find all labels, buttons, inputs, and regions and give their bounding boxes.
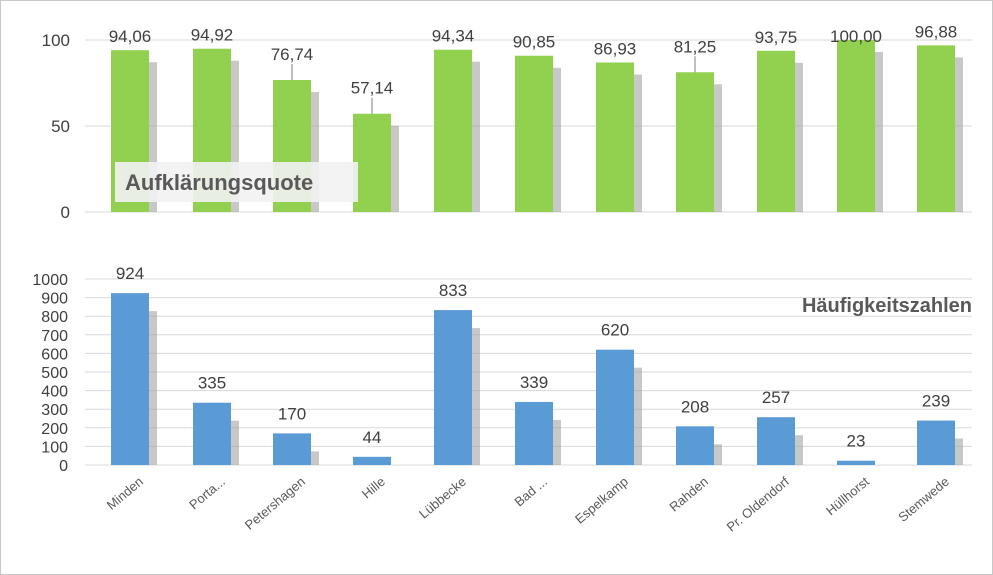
top-chart-title-background: [115, 162, 358, 202]
bottom-y-tick-label: 700: [41, 328, 68, 345]
bottom-y-tick-label: 900: [41, 291, 68, 308]
bottom-data-label-espelkamp: 620: [601, 321, 629, 340]
top-bar-bad: [515, 55, 553, 212]
bottom-y-tick-label: 500: [41, 365, 68, 382]
bottom-chart-title: Häufigkeitszahlen: [802, 295, 972, 317]
top-data-label-l-bbecke: 94,34: [432, 27, 475, 46]
top-data-label-porta: 94,92: [191, 26, 234, 45]
bottom-data-label-h-llhorst: 23: [847, 432, 866, 451]
bottom-bar-bad: [515, 401, 553, 465]
bottom-y-tick-label: 0: [59, 458, 68, 475]
top-bar-stemwede: [917, 45, 955, 213]
top-data-label-h-llhorst: 100,00: [830, 27, 882, 46]
bottom-data-label-pr-oldendorf: 257: [762, 388, 790, 407]
bottom-bar-l-bbecke: [434, 310, 472, 465]
bottom-bar-espelkamp: [596, 349, 634, 465]
top-bar-pr-oldendorf: [757, 50, 795, 212]
top-bar-hille: [353, 113, 391, 212]
bottom-y-tick-label: 300: [41, 402, 68, 419]
bottom-bar-pr-oldendorf: [757, 417, 795, 465]
bottom-bar-h-llhorst: [837, 460, 875, 465]
bottom-data-label-petershagen: 170: [278, 404, 306, 423]
top-bar-rahden: [676, 72, 714, 212]
top-data-label-minden: 94,06: [109, 27, 152, 46]
bottom-bar-rahden: [676, 426, 714, 465]
bottom-data-label-l-bbecke: 833: [439, 281, 467, 300]
top-y-tick-label: 100: [42, 31, 70, 50]
top-data-label-stemwede: 96,88: [915, 22, 958, 41]
bottom-bar-petershagen: [273, 433, 311, 465]
bottom-y-tick-label: 1000: [32, 272, 68, 289]
bottom-y-tick-label: 100: [41, 439, 68, 456]
top-chart-title: Aufklärungsquote: [125, 170, 313, 195]
bottom-y-tick-label: 200: [41, 421, 68, 438]
bottom-data-label-rahden: 208: [681, 397, 709, 416]
bottom-data-label-hille: 44: [363, 428, 382, 447]
aufklaerungsquote-chart: 0 50 100 94,06 94,92 76,74 57,14 94,34 90,85 86,…: [42, 22, 972, 222]
bottom-data-label-minden: 924: [116, 264, 144, 283]
top-data-label-hille: 57,14: [351, 79, 394, 98]
bottom-y-tick-label: 800: [41, 309, 68, 326]
top-y-tick-label: 50: [51, 117, 70, 136]
top-bar-espelkamp: [596, 62, 634, 212]
top-bar-h-llhorst: [837, 40, 875, 212]
bottom-y-tick-label: 600: [41, 346, 68, 363]
bottom-y-tick-label: 400: [41, 384, 68, 401]
bottom-data-label-porta: 335: [198, 374, 226, 393]
bottom-bar-hille: [353, 456, 391, 465]
bottom-data-label-bad: 339: [520, 373, 548, 392]
bottom-bar-porta: [193, 402, 231, 465]
top-data-label-petershagen: 76,74: [271, 45, 314, 64]
bottom-data-label-stemwede: 239: [922, 392, 950, 411]
top-y-tick-label: 0: [61, 203, 70, 222]
bottom-bar-stemwede: [917, 420, 955, 465]
top-bar-l-bbecke: [434, 49, 472, 212]
top-data-label-rahden: 81,25: [674, 37, 717, 56]
top-data-label-bad: 90,85: [513, 33, 556, 52]
top-data-label-espelkamp: 86,93: [594, 39, 637, 58]
bottom-bar-minden: [111, 293, 149, 465]
top-data-label-pr-oldendorf: 93,75: [755, 28, 798, 47]
